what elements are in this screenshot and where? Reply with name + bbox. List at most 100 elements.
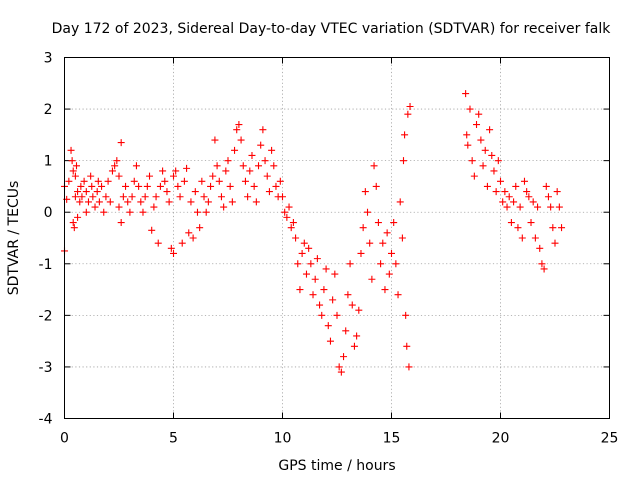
data-point [270, 162, 278, 170]
data-point [176, 193, 184, 201]
data-point [106, 198, 114, 206]
data-point [148, 226, 156, 234]
data-point [207, 182, 215, 190]
data-point [94, 177, 102, 185]
data-point [296, 286, 304, 294]
data-point [307, 260, 315, 268]
data-point [536, 244, 544, 252]
data-point [529, 198, 537, 206]
data-point [377, 260, 385, 268]
data-point [527, 219, 535, 227]
data-point [69, 219, 77, 227]
data-point [124, 198, 132, 206]
y-tick-label: 2 [44, 102, 53, 118]
x-tick-label: 15 [383, 431, 401, 447]
data-point [115, 172, 123, 180]
data-point [255, 162, 263, 170]
data-point [91, 203, 99, 211]
data-point [174, 182, 182, 190]
data-point [167, 244, 175, 252]
data-point [503, 203, 511, 211]
data-point [350, 342, 358, 350]
data-point [520, 177, 528, 185]
data-point [65, 177, 73, 185]
data-point [368, 275, 376, 283]
data-points [61, 90, 566, 376]
data-point [326, 337, 334, 345]
data-point [302, 270, 310, 278]
data-point [357, 249, 365, 257]
data-point [396, 198, 404, 206]
data-point [534, 203, 542, 211]
data-point [241, 177, 249, 185]
data-point [122, 182, 130, 190]
data-point [263, 172, 271, 180]
data-point [337, 368, 345, 376]
data-point [139, 208, 147, 216]
data-point [549, 224, 557, 232]
data-point [200, 193, 208, 201]
data-point [285, 203, 293, 211]
data-point [117, 219, 125, 227]
data-point [239, 162, 247, 170]
data-point [211, 136, 219, 144]
data-point [146, 172, 154, 180]
data-point [353, 332, 361, 340]
data-point [379, 239, 387, 247]
data-point [398, 234, 406, 242]
data-point [165, 198, 173, 206]
data-point [383, 229, 391, 237]
x-tick-label: 0 [60, 431, 69, 447]
data-point [209, 172, 217, 180]
data-point [403, 342, 411, 350]
data-point [248, 151, 256, 159]
data-point [309, 291, 317, 299]
data-point [115, 203, 123, 211]
data-point [335, 363, 343, 371]
data-point [514, 224, 522, 232]
data-point [289, 219, 297, 227]
data-point [531, 234, 539, 242]
data-point [283, 213, 291, 221]
data-point [370, 162, 378, 170]
x-axis-label: GPS time / hours [278, 458, 395, 474]
data-point [257, 141, 265, 149]
y-tick-label: -4 [39, 412, 53, 428]
data-point [553, 188, 561, 196]
data-point [170, 249, 177, 257]
data-point [342, 327, 350, 335]
data-point [204, 198, 212, 206]
data-point [77, 182, 85, 190]
y-axis-ticks: -4 -3 -2 -1 0 1 2 3 [39, 51, 610, 428]
data-point [82, 188, 90, 196]
data-point [126, 208, 134, 216]
data-point [244, 193, 252, 201]
data-point [226, 182, 234, 190]
data-point [220, 203, 228, 211]
data-point [250, 182, 258, 190]
data-point [292, 234, 300, 242]
data-point [276, 177, 284, 185]
data-point [130, 177, 138, 185]
data-point [246, 167, 254, 175]
y-tick-label: 0 [44, 205, 53, 221]
data-point [228, 198, 236, 206]
data-point [119, 193, 127, 201]
data-point [488, 151, 496, 159]
data-point [231, 146, 239, 154]
data-point [346, 260, 354, 268]
data-point [364, 208, 372, 216]
data-point [224, 157, 232, 165]
data-point [163, 188, 171, 196]
data-point [348, 301, 356, 309]
data-point [313, 255, 321, 263]
data-point [108, 167, 116, 175]
data-point [486, 126, 494, 134]
data-point [300, 239, 308, 247]
data-point [252, 198, 260, 206]
data-point [331, 270, 339, 278]
data-point [464, 141, 472, 149]
data-point [320, 286, 328, 294]
data-point [551, 239, 559, 247]
